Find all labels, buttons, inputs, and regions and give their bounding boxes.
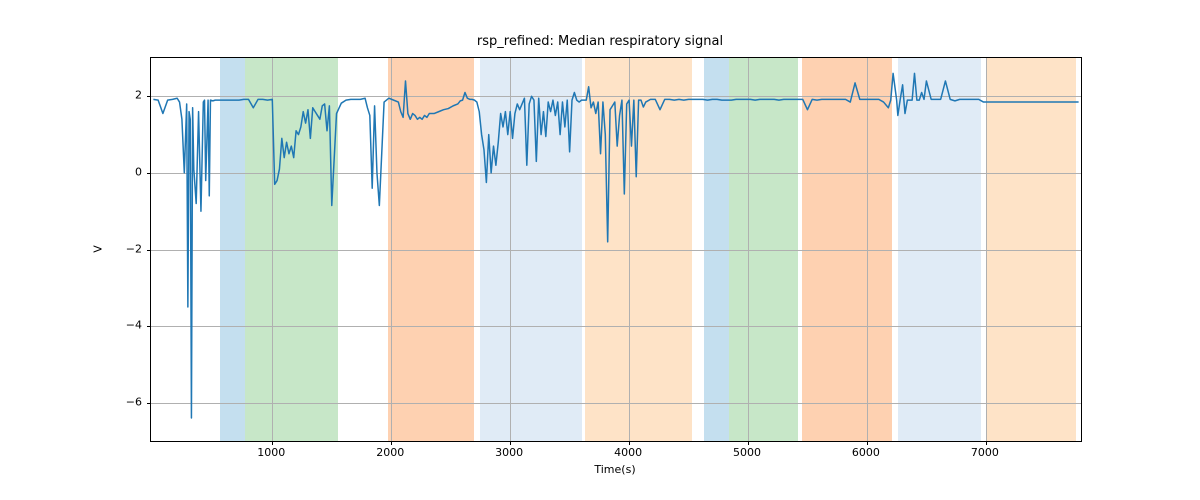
ytick: [147, 403, 151, 404]
xtick: [510, 441, 511, 445]
xtick: [629, 441, 630, 445]
figure: rsp_refined: Median respiratory signal T…: [0, 0, 1200, 500]
ytick-label: −2: [126, 242, 142, 255]
xtick-label: 6000: [852, 446, 880, 459]
x-axis-label: Time(s): [150, 463, 1080, 476]
axes-area: [150, 57, 1082, 442]
ytick-label: 2: [135, 89, 142, 102]
chart-title: rsp_refined: Median respiratory signal: [0, 34, 1200, 49]
xtick: [867, 441, 868, 445]
ytick-label: 0: [135, 165, 142, 178]
ytick: [147, 326, 151, 327]
xtick-label: 7000: [971, 446, 999, 459]
xtick-label: 2000: [376, 446, 404, 459]
xtick: [748, 441, 749, 445]
xtick-label: 4000: [614, 446, 642, 459]
xtick-label: 3000: [495, 446, 523, 459]
ytick: [147, 96, 151, 97]
xtick: [986, 441, 987, 445]
plot-clip: [151, 58, 1081, 441]
ytick: [147, 173, 151, 174]
xtick-label: 1000: [257, 446, 285, 459]
ytick-label: −6: [126, 395, 142, 408]
y-axis-label: V: [92, 245, 105, 253]
ytick: [147, 250, 151, 251]
xtick-label: 5000: [733, 446, 761, 459]
xtick: [272, 441, 273, 445]
signal-line: [151, 58, 1081, 441]
ytick-label: −4: [126, 319, 142, 332]
xtick: [391, 441, 392, 445]
